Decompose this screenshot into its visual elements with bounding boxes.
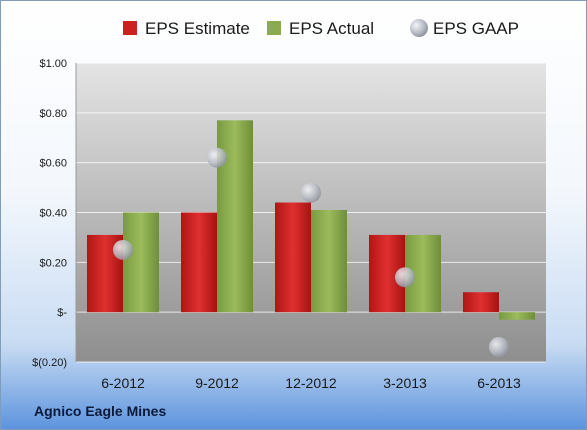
y-tick-label: $0.80 [39,108,67,120]
x-axis: 6-2012 9-2012 12-2012 3-2013 6-2013 [101,375,521,391]
legend-label: EPS GAAP [433,19,519,38]
legend: EPS Estimate EPS Actual EPS GAAP [123,19,519,38]
legend-label: EPS Actual [289,19,374,38]
y-tick-label: $0.60 [39,158,67,170]
bar-eps-actual [217,120,253,313]
x-tick-label: 3-2013 [383,375,427,391]
bar-eps-actual [499,312,535,320]
bar-eps-estimate [181,212,217,313]
legend-swatch-gaap [410,19,428,37]
bar-eps-estimate [463,292,499,313]
marker-eps-gaap [301,182,321,203]
x-tick-label: 12-2012 [285,375,337,391]
marker-eps-gaap [113,239,133,260]
marker-eps-gaap [207,147,227,168]
x-tick-label: 9-2012 [195,375,239,391]
legend-swatch-estimate [123,21,137,35]
legend-label: EPS Estimate [145,19,250,38]
y-tick-label: $0.40 [39,208,67,220]
gaap-markers [113,147,509,358]
y-tick-label: $1.00 [39,58,67,70]
bar-eps-actual [311,210,347,313]
marker-eps-gaap [395,267,415,288]
x-tick-label: 6-2013 [477,375,521,391]
marker-eps-gaap [489,337,509,358]
bars [87,120,535,320]
y-tick-label: $- [57,307,67,319]
y-tick-label: $(0.20) [32,357,67,369]
bar-eps-estimate [275,202,311,313]
bar-eps-actual [123,212,159,313]
y-tick-label: $0.20 [39,257,67,269]
company-name: Agnico Eagle Mines [34,403,167,419]
y-axis: $1.00 $0.80 $0.60 $0.40 $0.20 $- $(0.20) [32,58,77,369]
legend-swatch-actual [267,21,281,35]
x-tick-label: 6-2012 [101,375,145,391]
